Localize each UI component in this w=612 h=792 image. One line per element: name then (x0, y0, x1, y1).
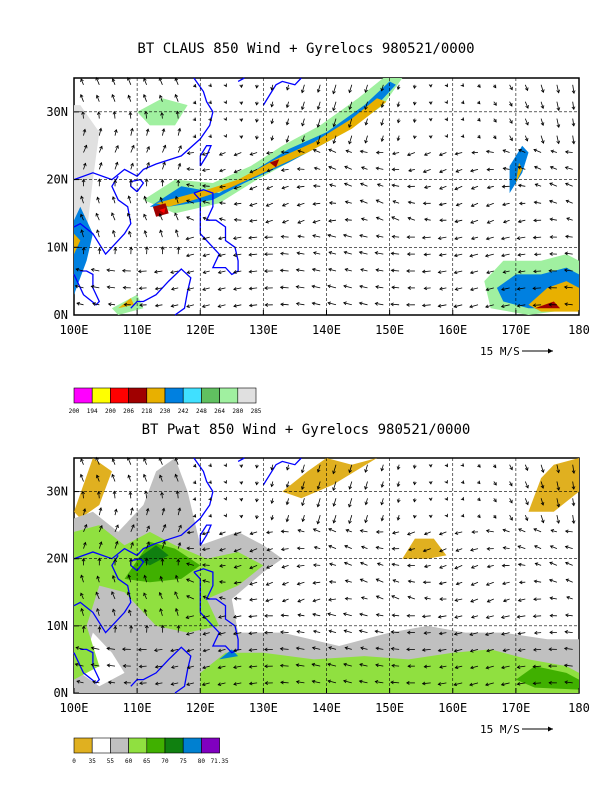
colorbar-label: 200 (69, 408, 80, 415)
colorbar-swatch (182, 387, 202, 404)
colorbar-label: 35 (89, 758, 97, 765)
colorbar-swatch (73, 387, 93, 404)
lon-label-100e: 100E (60, 323, 89, 337)
lon-label-150e: 150E (375, 701, 404, 715)
colorbar-swatch (219, 387, 239, 404)
map1-wind-vectors (74, 76, 576, 309)
colorbar-label: 55 (107, 758, 115, 765)
lat-label-10n: 10N (46, 240, 68, 254)
colorbar-swatch (128, 737, 148, 754)
map1-colorbar: 200 194 200 206 218 230 242 248 264 280 285 (69, 387, 262, 415)
lon-label-180: 180 (568, 701, 590, 715)
lat-label-30n: 30N (46, 105, 68, 119)
colorbar-label: 71.35 (211, 758, 229, 765)
colorbar-label: 60 (125, 758, 133, 765)
colorbar-swatch (73, 737, 93, 754)
colorbar-label: 80 (198, 758, 206, 765)
claus-wind-map: 100E 110E 120E 130E 140E 150E 160E 170E 180 0N 10N… (46, 76, 590, 415)
colorbar-swatch (164, 737, 184, 754)
lon-label-130e: 130E (249, 701, 278, 715)
colorbar-label: 0 (72, 758, 76, 765)
lon-label-110e: 110E (123, 701, 152, 715)
colorbar-swatch (110, 387, 129, 404)
lat-label-0n: 0N (54, 308, 68, 322)
colorbar-label: 280 (232, 408, 243, 415)
colorbar-label: 248 (196, 408, 207, 415)
lat-label-20n: 20N (46, 552, 68, 566)
lon-label-150e: 150E (375, 323, 404, 337)
lat-label-30n: 30N (46, 485, 68, 499)
colorbar-label: 218 (141, 408, 152, 415)
colorbar-swatch (91, 737, 111, 754)
colorbar-swatch (164, 387, 184, 404)
map2-title: BT Pwat 850 Wind + Gyrelocs 980521/0000 (141, 422, 471, 438)
map1-title: BT CLAUS 850 Wind + Gyrelocs 980521/0000 (137, 41, 475, 57)
colorbar-swatch (201, 737, 220, 754)
map2-wind-reference: 15 M/S (480, 723, 553, 736)
colorbar-swatch (128, 387, 148, 404)
colorbar-label: 285 (251, 408, 262, 415)
map2-wind-ref-label: 15 M/S (480, 723, 520, 736)
lon-label-140e: 140E (312, 701, 341, 715)
colorbar-swatch (91, 387, 111, 404)
colorbar-swatch (237, 387, 257, 404)
lon-label-180: 180 (568, 323, 590, 337)
lat-label-20n: 20N (46, 173, 68, 187)
lon-label-120e: 120E (186, 323, 215, 337)
lat-label-10n: 10N (46, 619, 68, 633)
colorbar-label: 65 (143, 758, 151, 765)
colorbar-swatch (146, 737, 166, 754)
map1-wind-ref-label: 15 M/S (480, 345, 520, 358)
lon-label-170e: 170E (501, 323, 530, 337)
pwat-wind-map: 100E 110E 120E 130E 140E 150E 160E 170E 180 0N 10N… (46, 456, 590, 765)
colorbar-swatch (201, 387, 220, 404)
colorbar-label: 264 (214, 408, 225, 415)
colorbar-label: 242 (178, 408, 189, 415)
map1-coastlines (73, 77, 302, 316)
map2-gridlines (74, 458, 579, 693)
colorbar-swatch (182, 737, 202, 754)
colorbar-label: 200 (105, 408, 116, 415)
colorbar-label: 70 (161, 758, 169, 765)
lon-label-170e: 170E (501, 701, 530, 715)
colorbar-label: 194 (87, 408, 98, 415)
lon-label-130e: 130E (249, 323, 278, 337)
map2-axis-labels: 100E 110E 120E 130E 140E 150E 160E 170E 180 0N 10N… (46, 485, 590, 715)
map2-colorbar: 0 35 55 60 65 70 75 80 71.35 (72, 737, 229, 765)
map1-wind-reference: 15 M/S (480, 345, 553, 358)
lat-label-0n: 0N (54, 686, 68, 700)
lon-label-100e: 100E (60, 701, 89, 715)
map2-coastlines (73, 457, 302, 694)
lon-label-140e: 140E (312, 323, 341, 337)
map1-axis-labels: 100E 110E 120E 130E 140E 150E 160E 170E 180 0N 10N… (46, 105, 590, 337)
colorbar-swatch (146, 387, 166, 404)
lon-label-160e: 160E (438, 323, 467, 337)
colorbar-label: 230 (160, 408, 171, 415)
colorbar-swatch (110, 737, 129, 754)
map2-wind-vectors (74, 456, 576, 687)
colorbar-label: 206 (123, 408, 134, 415)
colorbar-label: 75 (180, 758, 188, 765)
map1-gridlines (74, 78, 579, 315)
lon-label-160e: 160E (438, 701, 467, 715)
lon-label-120e: 120E (186, 701, 215, 715)
lon-label-110e: 110E (123, 323, 152, 337)
